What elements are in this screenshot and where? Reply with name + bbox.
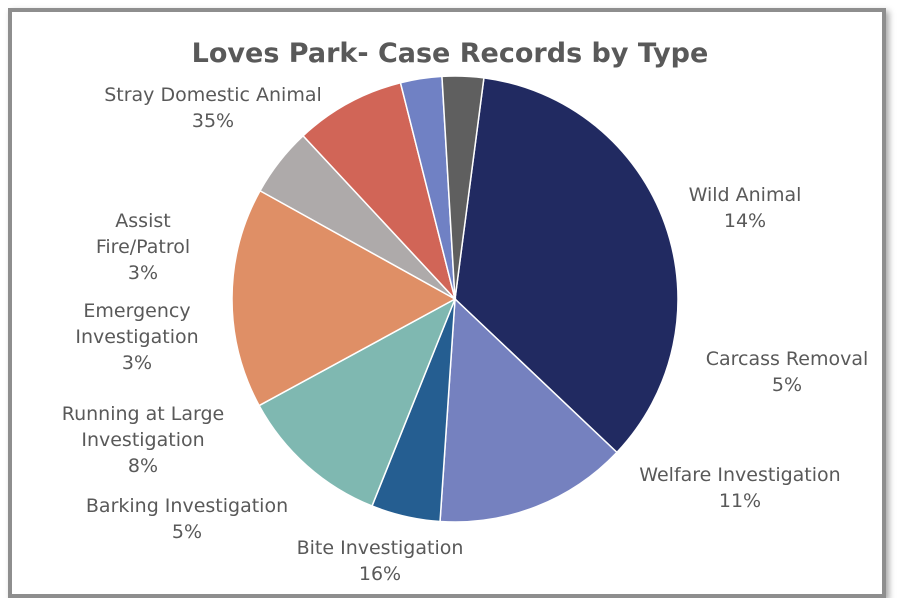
slice-category: Welfare Investigation <box>639 464 840 486</box>
pie-slice-3 <box>258 297 457 507</box>
pie-slice-8 <box>441 75 485 300</box>
slice-label-3: Welfare Investigation 11% <box>639 464 840 512</box>
pie-slice-1 <box>439 297 618 523</box>
slice-category: Emergency <box>83 300 190 322</box>
slice-label-2: Carcass Removal 5% <box>706 348 869 396</box>
slice-percent: 3% <box>128 262 158 284</box>
slice-label-8: Assist Fire/Patrol 3% <box>96 210 190 284</box>
slice-label-5: Barking Investigation 5% <box>86 495 288 543</box>
slice-category: Bite Investigation <box>297 537 464 559</box>
slice-label-0: Stray Domestic Animal 35% <box>104 84 322 132</box>
slice-category: Stray Domestic Animal <box>104 84 322 106</box>
pie-slice-0 <box>454 77 679 454</box>
slice-percent: 16% <box>359 563 401 585</box>
slice-category: Carcass Removal <box>706 348 869 370</box>
slice-label-1: Wild Animal 14% <box>689 184 802 232</box>
slice-category: Barking Investigation <box>86 495 288 517</box>
slice-percent: 5% <box>172 521 202 543</box>
slice-percent: 11% <box>719 490 761 512</box>
slice-label-4: Bite Investigation 16% <box>297 537 464 585</box>
slice-percent: 35% <box>192 110 234 132</box>
slice-category: Investigation <box>75 326 198 348</box>
slice-percent: 3% <box>122 352 152 374</box>
slice-category: Running at Large <box>62 403 224 425</box>
pie-slices <box>231 75 679 523</box>
slice-label-6: Running at Large Investigation 8% <box>62 403 224 477</box>
slice-category: Fire/Patrol <box>96 236 190 258</box>
chart-title: Loves Park- Case Records by Type <box>192 38 709 69</box>
slice-percent: 5% <box>772 374 802 396</box>
pie-chart: Loves Park- Case Records by Type Stray D… <box>62 38 869 585</box>
pie-labels: Stray Domestic Animal 35% Wild Animal 14% Ca… <box>62 84 869 585</box>
pie-slice-6 <box>301 81 456 300</box>
slice-category: Assist <box>115 210 170 232</box>
slice-label-7: Emergency Investigation 3% <box>75 300 198 374</box>
slice-percent: 14% <box>724 210 766 232</box>
slice-percent: 8% <box>128 455 158 477</box>
slice-category: Wild Animal <box>689 184 802 206</box>
pie-slice-4 <box>231 189 457 407</box>
slice-category: Investigation <box>81 429 204 451</box>
